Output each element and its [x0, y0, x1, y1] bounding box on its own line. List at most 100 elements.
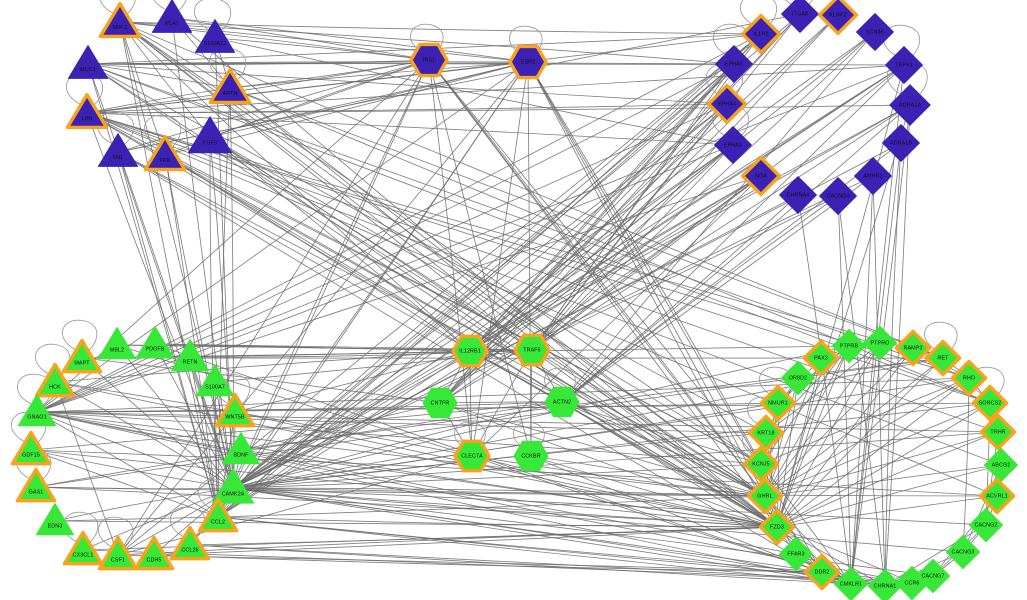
node-actn2[interactable] — [544, 386, 580, 418]
node-cmklr1[interactable] — [833, 566, 869, 600]
node-ramp3[interactable] — [894, 329, 932, 367]
node-lxn[interactable] — [65, 92, 109, 130]
node-krt18[interactable] — [747, 414, 785, 452]
node-chrna4[interactable] — [779, 176, 817, 214]
node-clec7a[interactable] — [453, 439, 491, 473]
self-loop-edge — [61, 319, 98, 354]
node-trhr[interactable] — [979, 413, 1017, 451]
node-esr2[interactable] — [508, 44, 548, 80]
node-chrna1[interactable] — [867, 568, 903, 600]
node-pdgfb[interactable] — [135, 326, 175, 359]
node-artn[interactable] — [208, 67, 252, 105]
node-amhr2[interactable] — [854, 157, 892, 195]
edge — [154, 343, 234, 489]
edge — [214, 349, 533, 383]
edge — [776, 104, 911, 528]
edge — [117, 151, 234, 489]
node-cntfr[interactable] — [422, 387, 458, 419]
node-itga8[interactable] — [781, 0, 819, 33]
edge — [117, 455, 473, 556]
nodes-layer[interactable] — [10, 0, 1019, 600]
node-s100a12[interactable] — [194, 19, 236, 53]
node-ret[interactable] — [924, 339, 962, 377]
edge — [81, 357, 234, 489]
node-traf6[interactable] — [513, 333, 551, 367]
edge — [561, 64, 905, 403]
node-scn3b[interactable] — [856, 13, 894, 51]
node-mbl2[interactable] — [97, 327, 137, 360]
node-irs1[interactable] — [409, 42, 449, 78]
node-fzd3[interactable] — [758, 508, 796, 546]
edge — [765, 342, 881, 434]
node-bdnf[interactable] — [221, 432, 261, 465]
node-edn3[interactable] — [35, 503, 75, 536]
edge — [36, 175, 762, 413]
node-adra1a[interactable] — [889, 84, 931, 126]
node-il1r2[interactable] — [740, 13, 782, 55]
edge — [87, 63, 766, 497]
node-mapt[interactable] — [61, 338, 103, 374]
node-gas1[interactable] — [15, 467, 57, 503]
node-frk[interactable] — [143, 134, 187, 172]
edge — [776, 495, 998, 528]
node-fn1[interactable] — [97, 133, 139, 167]
edge — [776, 526, 913, 584]
node-trpv1[interactable] — [885, 46, 923, 84]
node-retn[interactable] — [170, 339, 210, 372]
node-abcg2[interactable] — [983, 447, 1019, 483]
node-klrf2[interactable] — [817, 0, 859, 36]
node-cckbr[interactable] — [513, 440, 549, 472]
node-cacng4[interactable] — [819, 177, 857, 215]
node-nga[interactable] — [740, 155, 782, 197]
node-epha3[interactable] — [714, 126, 752, 164]
edge — [531, 63, 735, 351]
node-plat[interactable] — [151, 0, 193, 33]
node-mip2[interactable] — [98, 1, 142, 39]
edge — [962, 377, 970, 553]
node-nmur1[interactable] — [759, 384, 797, 422]
node-wnt5b[interactable] — [214, 392, 256, 428]
edge — [439, 402, 766, 497]
edge — [232, 487, 998, 497]
edge — [54, 381, 119, 556]
node-hck[interactable] — [34, 362, 76, 398]
node-s100a7[interactable] — [195, 364, 235, 397]
self-loop-edge — [759, 366, 793, 400]
edge — [428, 59, 532, 457]
node-csf1[interactable] — [97, 535, 139, 571]
node-gdf15[interactable] — [10, 430, 52, 466]
node-ptpro[interactable] — [862, 325, 898, 361]
node-ghrl[interactable] — [746, 477, 784, 515]
edge — [561, 401, 766, 497]
node-epha5[interactable] — [715, 45, 753, 83]
node-sorcs2[interactable] — [971, 384, 1009, 422]
node-camk2a[interactable] — [211, 468, 255, 504]
node-ccl2[interactable] — [197, 497, 239, 533]
edge — [776, 357, 822, 528]
node-or8d2[interactable] — [780, 360, 816, 396]
node-ptprb[interactable] — [831, 328, 867, 364]
node-ccl26[interactable] — [169, 525, 211, 561]
edge — [531, 349, 778, 528]
node-kcnj5[interactable] — [742, 445, 780, 483]
node-gnao1[interactable] — [17, 394, 57, 427]
node-pax3[interactable] — [802, 339, 840, 377]
node-cdh5[interactable] — [133, 535, 175, 571]
node-adra1b[interactable] — [882, 124, 920, 162]
node-ddr2[interactable] — [803, 553, 841, 591]
node-fgf9[interactable] — [187, 116, 233, 154]
node-muc1[interactable] — [67, 45, 109, 79]
node-acvrl1[interactable] — [978, 477, 1016, 515]
node-cx3cl1[interactable] — [62, 530, 104, 566]
node-cacng3[interactable] — [945, 534, 981, 570]
node-il12rb1[interactable] — [451, 334, 489, 368]
edge — [229, 61, 529, 89]
node-cacng2[interactable] — [968, 507, 1004, 543]
self-loop-edge — [924, 321, 958, 355]
edge — [214, 37, 430, 61]
node-epha4[interactable] — [706, 83, 748, 125]
node-ffar3[interactable] — [778, 536, 814, 572]
node-rho[interactable] — [950, 359, 988, 397]
